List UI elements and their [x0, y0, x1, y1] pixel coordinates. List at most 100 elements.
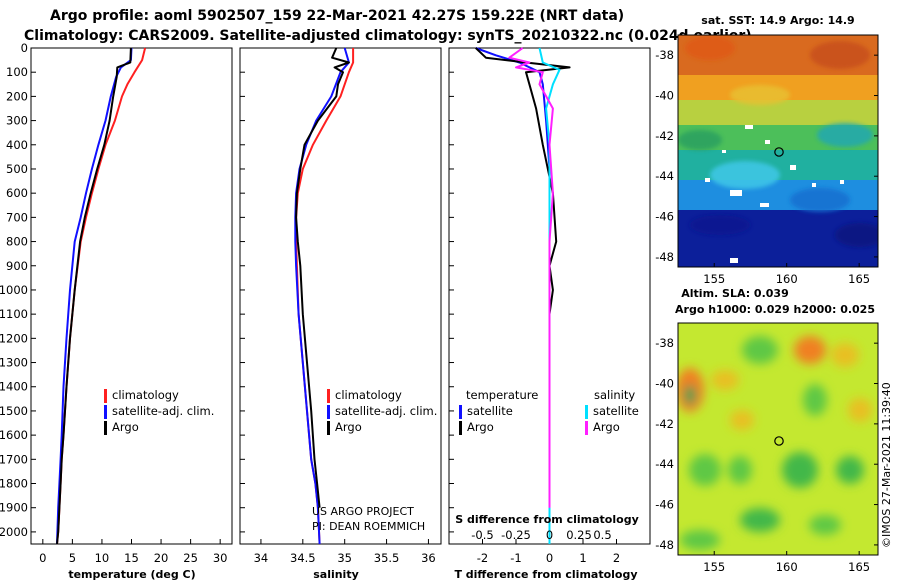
sla-title-2: Argo h1000: 0.029 h2000: 0.025: [675, 303, 875, 316]
depth-tick-label: 600: [6, 186, 28, 200]
legend-argo-label: Argo: [335, 420, 362, 434]
x-tick-label: 35: [337, 551, 352, 565]
difference-series: [475, 47, 571, 544]
difference-xlabel: T difference from climatology: [454, 568, 637, 580]
depth-tick-label: 1000: [0, 283, 28, 297]
legend-argo-swatch: [104, 421, 107, 435]
depth-tick-label: 1200: [0, 331, 28, 345]
sla-title-1: Altim. SLA: 0.039: [681, 287, 788, 300]
sla-profile-marker: [774, 436, 784, 446]
s-difference-label: S difference from climatology: [455, 513, 639, 526]
legend-clim-swatch: [104, 389, 107, 403]
x-tick-label: -2: [477, 551, 488, 565]
title-line-1: Argo profile: aoml 5902507_159 22-Mar-20…: [50, 8, 624, 24]
legend-clim-label: climatology: [335, 388, 402, 402]
map-y-tick-label: -46: [655, 210, 674, 224]
map-y-tick-label: -46: [655, 498, 674, 512]
legend-sat-label: satellite-adj. clim.: [112, 404, 214, 418]
legend-sat-swatch: [104, 405, 107, 419]
depth-tick-label: 1700: [0, 452, 28, 466]
s-diff-tick-label: -0.25: [501, 528, 531, 542]
x-tick-label: 15: [124, 551, 139, 565]
x-tick-label: 0: [39, 551, 46, 565]
x-tick-label: 20: [154, 551, 169, 565]
map-x-tick-label: 160: [776, 560, 798, 574]
depth-tick-label: 800: [6, 235, 28, 249]
series-line-satellite-adj-clim-: [294, 47, 350, 545]
legend-t-argo-swatch: [459, 421, 462, 435]
map-y-tick-label: -48: [655, 538, 674, 552]
depth-tick-label: 700: [6, 210, 28, 224]
s-difference-ticks: -0.5 -0.25 0 0.25 0.5: [471, 528, 611, 542]
map-y-tick-label: -40: [655, 89, 674, 103]
sla-map-axes: 155 160 165 -38 -40 -42 -44 -46 -48: [655, 336, 878, 574]
x-tick-label: 34.5: [290, 551, 316, 565]
salinity-y-ticks: [240, 47, 245, 533]
legend-s-sat-swatch: [585, 405, 588, 419]
sst-map-image: [678, 35, 878, 267]
salinity-x-axis: 34 34.5 35 35.5 36: [254, 539, 436, 565]
salinity-series: [294, 47, 355, 545]
legend-t-sat-label: satellite: [467, 404, 513, 418]
title-line-2: Climatology: CARS2009. Satellite-adjuste…: [24, 28, 752, 44]
legend-s-argo-swatch: [585, 421, 588, 435]
legend-t-argo-label: Argo: [467, 420, 494, 434]
salinity-legend: climatology satellite-adj. clim. Argo: [327, 388, 437, 435]
legend-argo-label: Argo: [112, 420, 139, 434]
depth-tick-label: 100: [6, 65, 28, 79]
temperature-x-axis: 0 5 10 15 20 25 30: [39, 539, 227, 565]
x-tick-label: 25: [183, 551, 198, 565]
project-credit-2: PI: DEAN ROEMMICH: [312, 520, 425, 533]
x-tick-label: 2: [613, 551, 620, 565]
depth-tick-label: 0: [21, 41, 28, 55]
x-tick-label: 10: [95, 551, 110, 565]
series-line-satellite-adj-clim-: [56, 47, 133, 545]
sla-map-image: [678, 323, 878, 555]
legend-clim-swatch: [327, 389, 330, 403]
difference-legend: temperature satellite Argo salinity sate…: [459, 388, 639, 435]
sst-map-frame: [677, 34, 879, 268]
sla-map-frame: [677, 322, 879, 556]
depth-tick-label: 1600: [0, 428, 28, 442]
sst-profile-marker: [774, 147, 784, 157]
s-diff-tick-label: 0.25: [566, 528, 592, 542]
series-line-t-argo: [475, 47, 571, 544]
map-x-tick-label: 165: [848, 272, 870, 286]
sst-map-panel: sat. SST: 14.9 Argo: 14.9: [655, 14, 879, 286]
map-y-tick-label: -48: [655, 250, 674, 264]
legend-t-sat-swatch: [459, 405, 462, 419]
x-tick-label: 5: [69, 551, 76, 565]
x-tick-label: -1: [510, 551, 521, 565]
difference-y-ticks: [449, 47, 454, 533]
depth-tick-label: 300: [6, 114, 28, 128]
legend-sat-label: satellite-adj. clim.: [335, 404, 437, 418]
s-diff-tick-label: -0.5: [471, 528, 493, 542]
x-tick-label: 0: [546, 551, 553, 565]
legend-clim-label: climatology: [112, 388, 179, 402]
temperature-xlabel: temperature (deg C): [68, 568, 195, 580]
salinity-xlabel: salinity: [313, 568, 359, 580]
depth-axis: 0 100 200 300 400 500 600 700 800 900 1000 1100 1200…: [0, 41, 36, 539]
legend-s-argo-label: Argo: [593, 420, 620, 434]
legend-s-sat-label: satellite: [593, 404, 639, 418]
salinity-panel: 34 34.5 35 35.5 36 salinity climatology sate…: [239, 47, 442, 580]
x-tick-label: 1: [579, 551, 586, 565]
series-line-s-argo: [508, 47, 554, 508]
map-x-tick-label: 155: [703, 272, 725, 286]
depth-tick-label: 1100: [0, 307, 28, 321]
map-y-tick-label: -42: [655, 417, 674, 431]
map-x-tick-label: 155: [703, 560, 725, 574]
legend-salinity-title: salinity: [594, 388, 635, 402]
depth-tick-label: 1900: [0, 501, 28, 515]
map-y-tick-label: -44: [655, 169, 674, 183]
depth-tick-label: 200: [6, 89, 28, 103]
depth-tick-label: 1800: [0, 477, 28, 491]
s-diff-tick-label: 0: [546, 528, 553, 542]
map-y-tick-label: -38: [655, 48, 674, 62]
sst-map-axes: 155 160 165 -38 -40 -42 -44 -46 -48: [655, 48, 878, 286]
salinity-frame: [239, 47, 442, 545]
difference-panel: -2 -1 0 1 2 T difference from climatology S …: [448, 47, 651, 580]
x-tick-label: 36: [421, 551, 436, 565]
s-diff-tick-label: 0.5: [593, 528, 611, 542]
x-tick-label: 35.5: [374, 551, 400, 565]
